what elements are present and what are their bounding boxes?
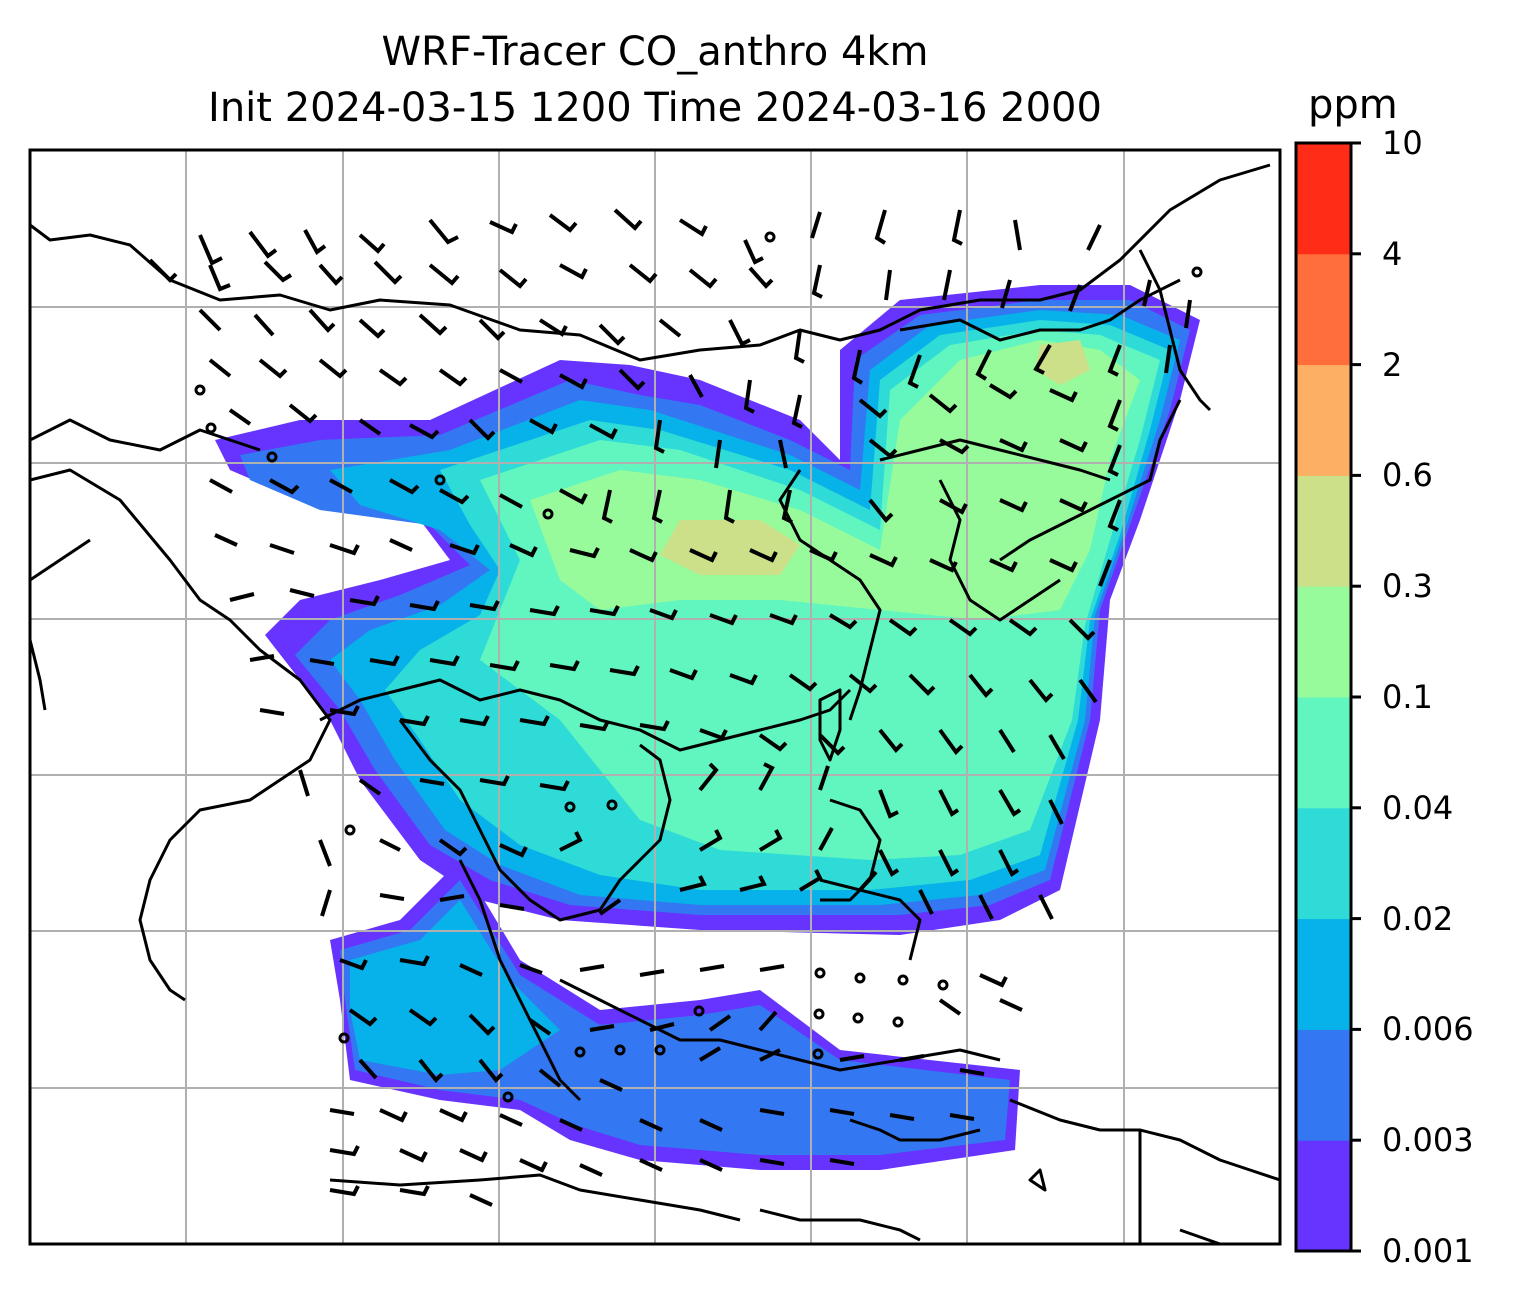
colorbar-frame — [1294, 141, 1353, 1253]
colorbar-unit-label: ppm — [1308, 82, 1398, 128]
colorbar-tick-label: 0.04 — [1382, 788, 1454, 827]
colorbar-tick-label: 0.006 — [1382, 1010, 1474, 1049]
colorbar-tick-label: 0.3 — [1382, 567, 1433, 606]
colorbar-tick-label: 0.001 — [1382, 1232, 1474, 1270]
colorbar-segment — [1296, 253, 1351, 366]
field-0.3-ne — [1035, 340, 1090, 385]
tracer-field — [215, 285, 1200, 1170]
colorbar-segment — [1296, 918, 1351, 1030]
calm-circles — [194, 231, 1203, 1103]
colorbar-tick-label: 0.003 — [1382, 1121, 1474, 1160]
colorbar-tick-label: 0.6 — [1382, 456, 1433, 495]
field-0.3 — [660, 520, 800, 575]
colorbar-tick-label: 2 — [1382, 345, 1403, 384]
wind-barbs — [148, 208, 1192, 1207]
coastlines — [30, 163, 1280, 1244]
colorbar — [1296, 141, 1361, 1253]
map-frame — [28, 148, 1282, 1246]
field-0.006-south — [350, 900, 560, 1075]
colorbar-segment — [1296, 1029, 1351, 1141]
map-title-line2: Init 2024-03-15 1200 Time 2024-03-16 200… — [208, 85, 1102, 131]
colorbar-tick-label: 4 — [1382, 234, 1403, 273]
colorbar-tick-label: 10 — [1382, 124, 1423, 162]
colorbar-segment — [1296, 1140, 1351, 1252]
map-title-line1: WRF-Tracer CO_anthro 4km — [381, 29, 929, 75]
colorbar-segment — [1296, 697, 1351, 809]
colorbar-tick-label: 0.02 — [1382, 899, 1454, 938]
colorbar-segment — [1296, 143, 1351, 255]
field-0.003-south — [340, 880, 1010, 1155]
colorbar-segment — [1296, 807, 1351, 920]
colorbar-segment — [1296, 364, 1351, 476]
colorbar-segment — [1296, 475, 1351, 587]
colorbar-segment — [1296, 586, 1351, 698]
colorbar-tick-label: 0.1 — [1382, 678, 1433, 716]
